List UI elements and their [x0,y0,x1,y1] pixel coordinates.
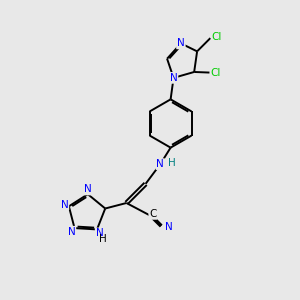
Text: Cl: Cl [212,32,222,42]
Text: H: H [168,158,176,168]
Text: N: N [170,73,177,83]
Text: N: N [177,38,185,48]
Text: N: N [61,200,68,210]
Text: N: N [84,184,92,194]
Text: N: N [165,222,172,232]
Text: H: H [99,234,107,244]
Text: N: N [156,159,164,169]
Text: N: N [96,228,104,239]
Text: Cl: Cl [211,68,221,78]
Text: N: N [68,227,75,237]
Text: C: C [149,209,157,219]
